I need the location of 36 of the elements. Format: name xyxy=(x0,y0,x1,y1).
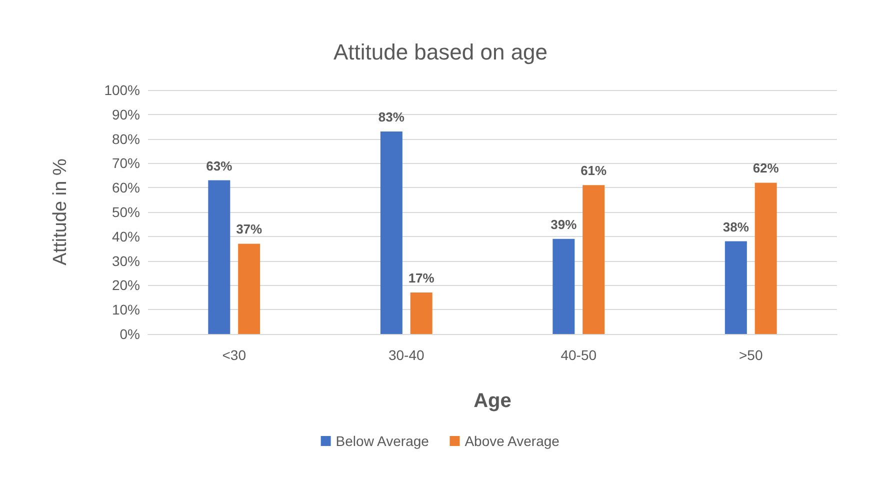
bar xyxy=(208,180,230,334)
data-label: 38% xyxy=(722,219,750,234)
chart-title: Attitude based on age xyxy=(333,40,548,64)
data-label: 63% xyxy=(206,158,233,174)
y-tick-label: 70% xyxy=(112,155,140,172)
y-tick-label: 80% xyxy=(112,130,140,147)
y-tick-label: 40% xyxy=(112,228,140,244)
bar xyxy=(380,131,402,334)
bar xyxy=(552,238,575,334)
y-tick-label: 60% xyxy=(112,180,140,196)
x-tick-label: >50 xyxy=(739,347,763,363)
data-label: 61% xyxy=(580,163,608,178)
y-tick-label: 90% xyxy=(112,106,140,122)
bar xyxy=(754,182,777,334)
y-tick-label: 30% xyxy=(112,252,140,269)
x-tick-label: 40-50 xyxy=(560,347,597,363)
data-label: 39% xyxy=(550,216,578,232)
legend-label: Above Average xyxy=(464,433,560,449)
y-tick-label: 50% xyxy=(112,204,140,220)
bar xyxy=(724,241,747,334)
bar xyxy=(238,244,260,334)
legend-label: Below Average xyxy=(336,433,430,449)
y-axis-title: Attitude in % xyxy=(50,158,71,266)
x-tick-label: <30 xyxy=(222,347,246,363)
bar xyxy=(582,185,605,334)
data-label: 62% xyxy=(752,160,780,176)
x-tick-label: 30-40 xyxy=(388,347,424,363)
data-label: 37% xyxy=(236,222,263,237)
data-label: 83% xyxy=(378,109,405,124)
y-tick-label: 0% xyxy=(120,326,140,342)
bar xyxy=(410,292,432,334)
y-tick-label: 20% xyxy=(112,277,140,294)
y-tick-label: 10% xyxy=(112,302,140,318)
data-label: 17% xyxy=(408,270,435,286)
y-tick-label: 100% xyxy=(104,82,140,98)
x-axis-title: Age xyxy=(474,390,512,412)
